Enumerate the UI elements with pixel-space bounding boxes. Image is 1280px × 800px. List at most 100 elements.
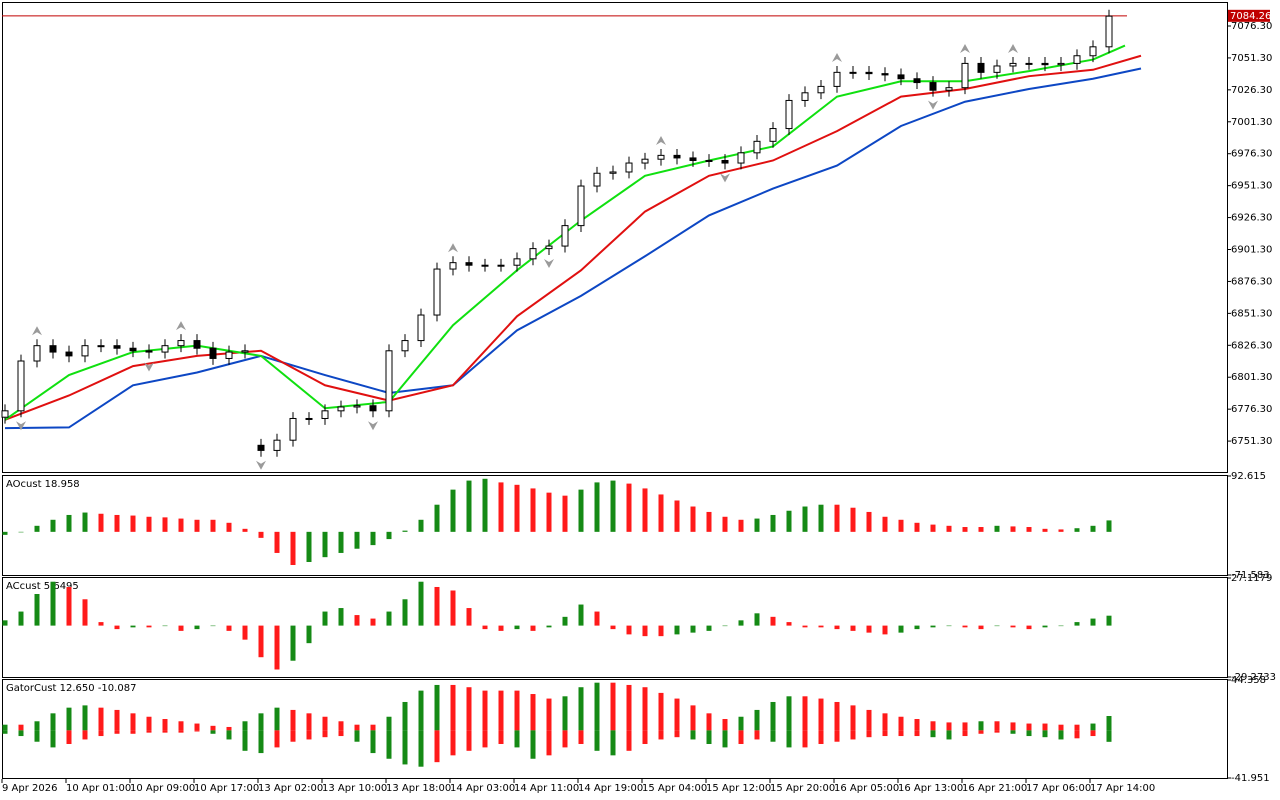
histogram-bar — [642, 488, 648, 532]
histogram-bar — [514, 484, 520, 532]
candle-body — [97, 345, 105, 348]
gator-bar — [866, 709, 872, 731]
panel-title: AOcust 18.958 — [6, 479, 80, 490]
gator-bar — [722, 730, 728, 748]
gator-bar — [834, 701, 840, 731]
histogram-bar — [162, 517, 168, 532]
gator-bar — [930, 721, 936, 731]
gator-bar — [418, 730, 424, 767]
gator-bar — [450, 684, 456, 731]
candle-body — [33, 345, 41, 362]
panel-title: GatorCust 12.650 -10.087 — [6, 683, 136, 694]
gator-bar — [1058, 724, 1064, 731]
histogram-bar — [242, 528, 248, 532]
gator-bar — [146, 716, 152, 731]
x-tick-label: 14 Apr 19:00 — [578, 783, 643, 794]
gator-bar — [1074, 730, 1080, 739]
fractal — [256, 460, 266, 470]
y-tick-label: -29.2733 — [1231, 672, 1276, 683]
fractal — [448, 243, 458, 253]
candle-body — [321, 410, 329, 419]
x-tick-label: 16 Apr 05:00 — [834, 783, 899, 794]
gator-bar — [898, 730, 904, 737]
x-tick-label: 15 Apr 04:00 — [642, 783, 707, 794]
histogram-bar — [18, 611, 24, 626]
gator-bar — [738, 730, 744, 744]
gator-bar — [754, 730, 760, 740]
histogram-bar — [354, 615, 360, 626]
histogram-bar — [530, 625, 536, 631]
x-tick-label: 16 Apr 13:00 — [898, 783, 963, 794]
candle-body — [929, 82, 937, 91]
histogram-bar — [306, 625, 312, 644]
histogram-bar — [594, 611, 600, 626]
candle-body — [305, 417, 313, 420]
histogram-bar — [50, 581, 56, 626]
histogram-bar — [242, 625, 248, 640]
histogram-bar — [706, 511, 712, 532]
y-tick-label: 6826.30 — [1231, 340, 1272, 351]
gator-bar — [1074, 724, 1080, 731]
fractal — [960, 44, 970, 54]
histogram-bar — [194, 625, 200, 630]
x-tick-label: 17 Apr 14:00 — [1090, 783, 1155, 794]
y-tick-label: 7026.30 — [1231, 85, 1272, 96]
gator-bar — [322, 730, 328, 738]
histogram-bar — [146, 625, 152, 628]
x-tick-label: 15 Apr 12:00 — [706, 783, 771, 794]
fractal — [720, 173, 730, 183]
candle-body — [465, 262, 473, 266]
y-tick-label: 44.358 — [1231, 675, 1266, 686]
gator-bar — [146, 730, 152, 733]
x-tick-label: 13 Apr 18:00 — [386, 783, 451, 794]
histogram-bar — [386, 531, 392, 540]
y-tick-label: 6751.30 — [1231, 436, 1272, 447]
histogram-bar — [946, 625, 952, 627]
x-tick-label: 9 Apr 2026 — [2, 783, 57, 794]
candle-body — [337, 406, 345, 412]
candle-body — [705, 159, 713, 162]
gator-bar — [914, 730, 920, 737]
histogram-bar — [594, 482, 600, 532]
histogram-bar — [66, 514, 72, 532]
gator-bar — [162, 730, 168, 733]
histogram-bar — [162, 625, 168, 627]
candle-body — [353, 405, 361, 408]
gator-bar — [418, 690, 424, 731]
histogram-bar — [866, 511, 872, 532]
y-tick-label: 6976.30 — [1231, 149, 1272, 160]
candle-body — [481, 264, 489, 267]
histogram-bar — [482, 625, 488, 630]
candle-body — [737, 152, 745, 164]
histogram-bar — [210, 519, 216, 532]
gator-bar — [610, 682, 616, 731]
histogram-bar — [530, 488, 536, 532]
gator-bar — [978, 721, 984, 731]
x-tick-label: 13 Apr 10:00 — [322, 783, 387, 794]
histogram-bar — [786, 622, 792, 626]
candle-body — [161, 345, 169, 353]
gator-bar — [962, 730, 968, 737]
histogram-bar — [2, 531, 8, 535]
gator-bar — [850, 705, 856, 731]
candle-body — [609, 171, 617, 174]
histogram-bar — [1042, 528, 1048, 532]
gator-bar — [818, 730, 824, 744]
candle-body — [497, 264, 505, 267]
gator-bar — [818, 698, 824, 731]
gator-bar — [402, 701, 408, 731]
gator-bar — [1090, 723, 1096, 731]
candle-body — [977, 62, 985, 73]
candle-body — [257, 444, 265, 451]
histogram-bar — [994, 525, 1000, 532]
histogram-bar — [370, 618, 376, 626]
histogram-bar — [386, 611, 392, 626]
fractal — [1008, 44, 1018, 54]
gator-bar — [514, 690, 520, 731]
gator-bar — [274, 707, 280, 731]
histogram-bar — [450, 489, 456, 532]
gator-bar — [242, 730, 248, 751]
current-price-box — [1228, 9, 1270, 22]
gator-bar — [338, 721, 344, 731]
